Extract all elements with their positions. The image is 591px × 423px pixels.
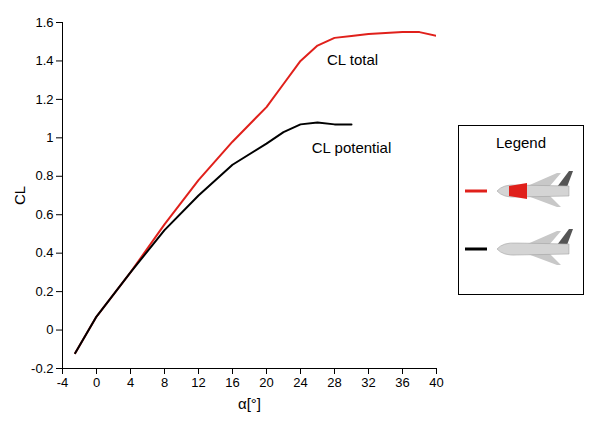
html-text:Legend: Legend	[496, 134, 546, 151]
svg-text:20: 20	[259, 375, 273, 390]
svg-text:24: 24	[293, 375, 307, 390]
svg-text:1: 1	[46, 130, 53, 145]
svg-text:32: 32	[361, 375, 375, 390]
svg-text:CL potential: CL potential	[312, 139, 392, 156]
svg-text:0: 0	[93, 375, 100, 390]
svg-text:0.4: 0.4	[35, 245, 53, 260]
svg-text:1.2: 1.2	[35, 92, 53, 107]
svg-text:-0.2: -0.2	[31, 361, 53, 376]
svg-text:0.2: 0.2	[35, 284, 53, 299]
svg-text:36: 36	[395, 375, 409, 390]
svg-text:8: 8	[161, 375, 168, 390]
svg-text:40: 40	[429, 375, 443, 390]
svg-text:1.4: 1.4	[35, 53, 53, 68]
svg-text:0.8: 0.8	[35, 168, 53, 183]
svg-text:4: 4	[127, 375, 134, 390]
svg-text:0: 0	[46, 322, 53, 337]
svg-text:1.6: 1.6	[35, 15, 53, 30]
svg-text:CL total: CL total	[327, 51, 378, 68]
svg-text:-4: -4	[57, 375, 69, 390]
svg-text:28: 28	[327, 375, 341, 390]
svg-text:16: 16	[225, 375, 239, 390]
svg-text:α[°]: α[°]	[238, 395, 261, 412]
svg-text:0.6: 0.6	[35, 207, 53, 222]
svg-text:CL: CL	[11, 186, 28, 205]
svg-text:12: 12	[191, 375, 205, 390]
